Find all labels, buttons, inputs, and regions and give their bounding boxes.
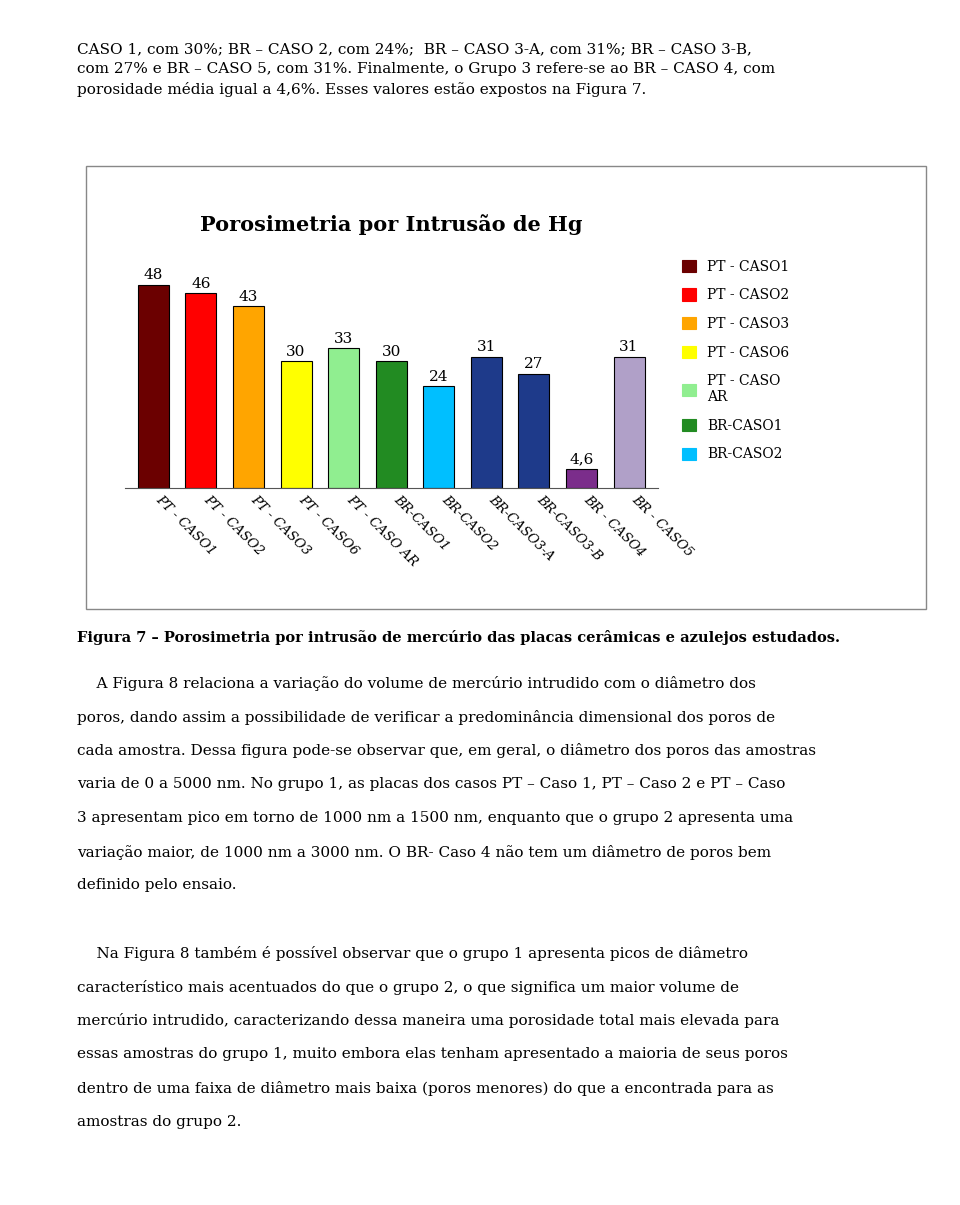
Text: característico mais acentuados do que o grupo 2, o que significa um maior volume: característico mais acentuados do que o … bbox=[77, 980, 739, 994]
Text: essas amostras do grupo 1, muito embora elas tenham apresentado a maioria de seu: essas amostras do grupo 1, muito embora … bbox=[77, 1047, 787, 1062]
Text: A Figura 8 relaciona a variação do volume de mercúrio intrudido com o diâmetro d: A Figura 8 relaciona a variação do volum… bbox=[77, 676, 756, 690]
Bar bbox=[280, 360, 311, 488]
Bar bbox=[233, 306, 264, 488]
Text: variação maior, de 1000 nm a 3000 nm. O BR- Caso 4 não tem um diâmetro de poros : variação maior, de 1000 nm a 3000 nm. O … bbox=[77, 845, 771, 859]
Text: poros, dando assim a possibilidade de verificar a predominância dimensional dos : poros, dando assim a possibilidade de ve… bbox=[77, 710, 775, 724]
Text: 3 apresentam pico em torno de 1000 nm a 1500 nm, enquanto que o grupo 2 apresent: 3 apresentam pico em torno de 1000 nm a … bbox=[77, 811, 793, 825]
Bar bbox=[471, 357, 502, 488]
Bar bbox=[518, 374, 549, 488]
Text: cada amostra. Dessa figura pode-se observar que, em geral, o diâmetro dos poros : cada amostra. Dessa figura pode-se obser… bbox=[77, 743, 816, 758]
Text: 48: 48 bbox=[144, 269, 163, 282]
Legend: PT - CASO1, PT - CASO2, PT - CASO3, PT - CASO6, PT - CASO
AR, BR-CASO1, BR-CASO2: PT - CASO1, PT - CASO2, PT - CASO3, PT -… bbox=[675, 253, 797, 469]
Text: definido pelo ensaio.: definido pelo ensaio. bbox=[77, 878, 236, 893]
Bar bbox=[613, 357, 644, 488]
Text: 24: 24 bbox=[429, 370, 448, 384]
Text: 30: 30 bbox=[381, 345, 401, 359]
Bar bbox=[423, 387, 454, 488]
Text: 31: 31 bbox=[619, 341, 638, 354]
Title: Porosimetria por Intrusão de Hg: Porosimetria por Intrusão de Hg bbox=[200, 214, 583, 235]
Text: Figura 7 – Porosimetria por intrusão de mercúrio das placas cerâmicas e azulejos: Figura 7 – Porosimetria por intrusão de … bbox=[77, 630, 840, 645]
Text: Na Figura 8 também é possível observar que o grupo 1 apresenta picos de diâmetro: Na Figura 8 também é possível observar q… bbox=[77, 946, 748, 960]
Text: 46: 46 bbox=[191, 277, 210, 290]
Bar bbox=[566, 469, 597, 488]
Bar bbox=[185, 293, 216, 488]
Text: dentro de uma faixa de diâmetro mais baixa (poros menores) do que a encontrada p: dentro de uma faixa de diâmetro mais bai… bbox=[77, 1081, 774, 1095]
Text: amostras do grupo 2.: amostras do grupo 2. bbox=[77, 1115, 241, 1129]
Text: 43: 43 bbox=[239, 289, 258, 304]
Text: 33: 33 bbox=[334, 333, 353, 346]
Text: 4,6: 4,6 bbox=[569, 452, 593, 466]
Text: varia de 0 a 5000 nm. No grupo 1, as placas dos casos PT – Caso 1, PT – Caso 2 e: varia de 0 a 5000 nm. No grupo 1, as pla… bbox=[77, 777, 785, 792]
Text: CASO 1, com 30%; BR – CASO 2, com 24%;  BR – CASO 3-A, com 31%; BR – CASO 3-B,
c: CASO 1, com 30%; BR – CASO 2, com 24%; B… bbox=[77, 42, 775, 96]
Text: 31: 31 bbox=[477, 341, 496, 354]
Bar bbox=[375, 360, 407, 488]
Bar bbox=[138, 284, 169, 488]
Text: mercúrio intrudido, caracterizando dessa maneira uma porosidade total mais eleva: mercúrio intrudido, caracterizando dessa… bbox=[77, 1013, 780, 1028]
Text: 27: 27 bbox=[524, 358, 543, 371]
Text: 30: 30 bbox=[286, 345, 305, 359]
Bar bbox=[328, 348, 359, 488]
